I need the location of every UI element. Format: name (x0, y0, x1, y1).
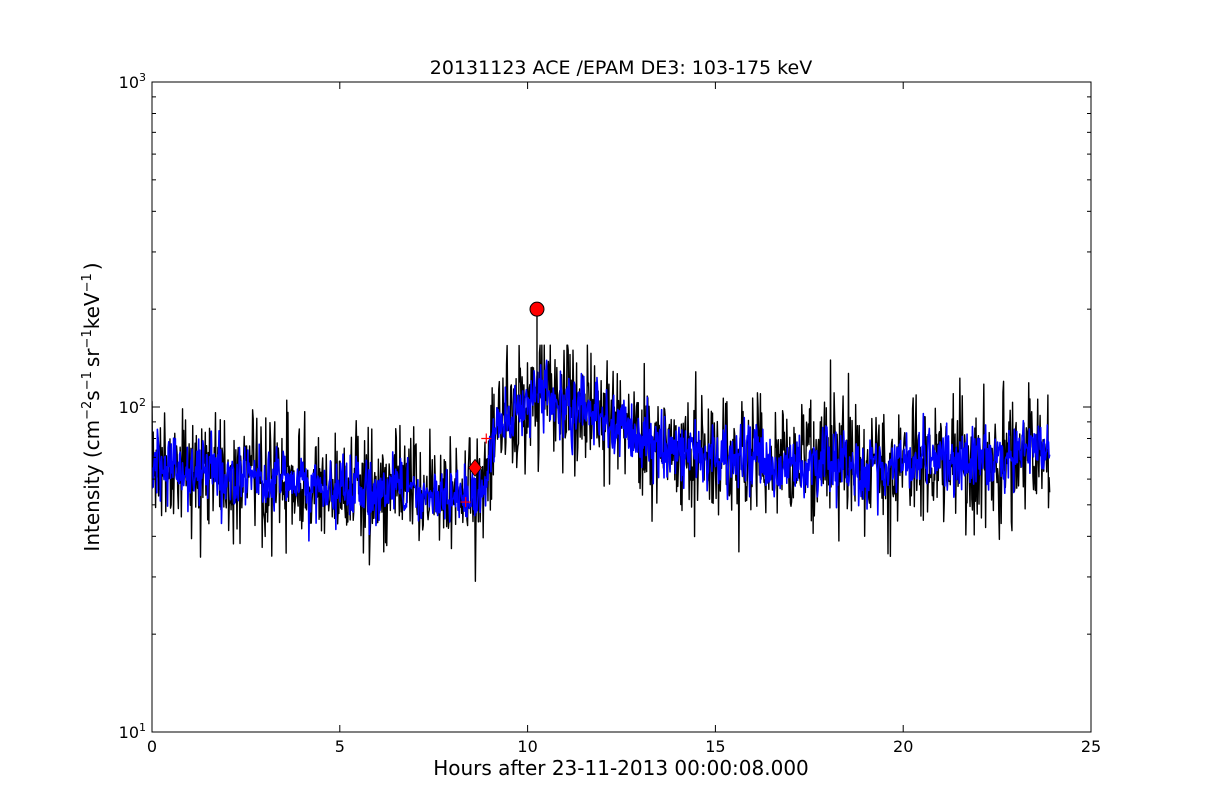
ylabel-exp1: −2 (80, 401, 95, 420)
ylabel-exp3: −1 (80, 329, 95, 348)
onset-range-marker (481, 433, 492, 444)
x-tick-label: 10 (517, 737, 537, 756)
peak-marker (529, 301, 545, 317)
ylabel-sr: sr (80, 348, 104, 367)
x-tick-label: 20 (893, 737, 913, 756)
ylabel-exp2: −1 (80, 371, 95, 390)
plot-area (152, 344, 1051, 582)
y-axis-label: Intensity (cm−2s−1sr−1keV−1) (80, 262, 104, 551)
ylabel-s: s (80, 390, 104, 400)
ylabel-kev: keV (80, 292, 104, 329)
y-tick-label: 101 (119, 721, 146, 742)
chart-title: 20131123 ACE /EPAM DE3: 103-175 keV (430, 57, 812, 79)
ylabel-lead: Intensity (cm (80, 420, 104, 552)
ylabel-close: ) (80, 262, 104, 270)
x-axis-label: Hours after 23-11-2013 00:00:08.000 (433, 756, 809, 780)
smoothed-intensity-line (152, 359, 1051, 542)
onset-marker (468, 458, 483, 477)
event-markers (460, 301, 545, 508)
x-tick-label: 15 (705, 737, 725, 756)
x-tick-label: 25 (1081, 737, 1101, 756)
x-tick-label: 0 (147, 737, 157, 756)
onset-range-marker (460, 497, 471, 508)
y-tick-label: 103 (119, 71, 146, 92)
y-tick-label: 102 (119, 396, 146, 417)
plot-frame (151, 81, 1092, 733)
x-tick-label: 5 (335, 737, 345, 756)
raw-intensity-line (152, 344, 1051, 582)
ylabel-exp4: −1 (80, 273, 95, 292)
